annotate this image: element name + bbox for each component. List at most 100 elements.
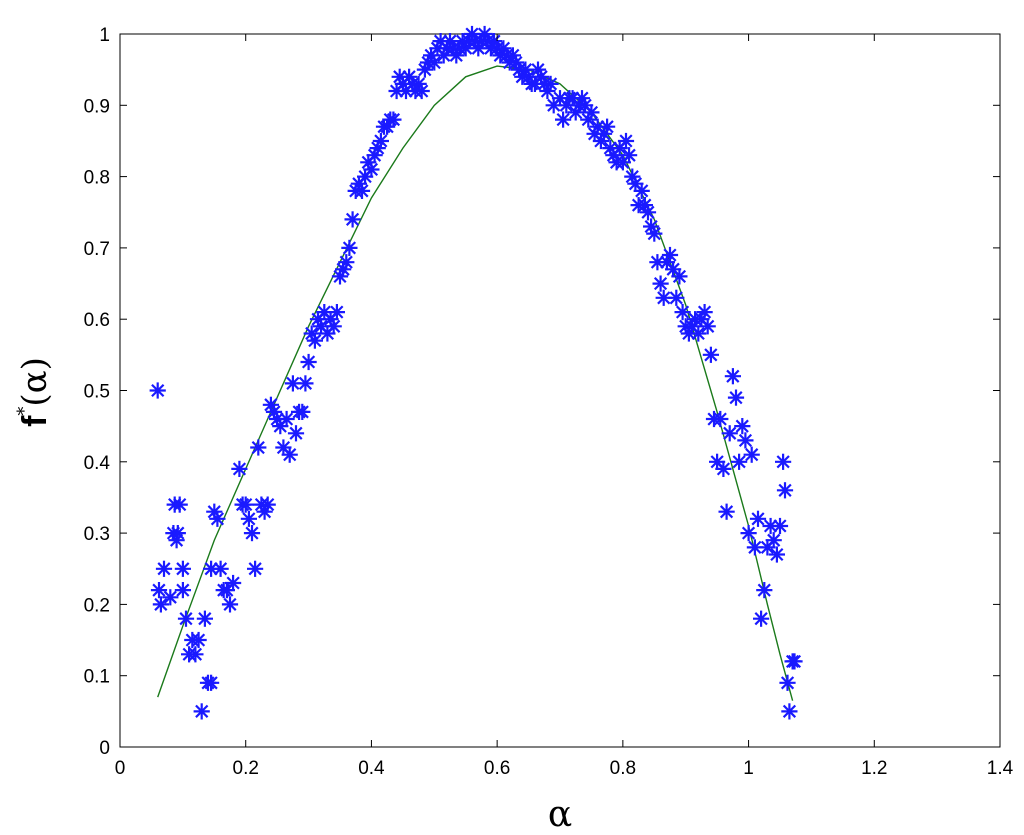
scatter-point [162, 589, 179, 606]
asterisk-stroke [644, 219, 658, 234]
y-tick-label: 0.2 [84, 595, 110, 616]
scatter-point [624, 168, 641, 185]
x-tick-label: 0.6 [484, 758, 510, 779]
asterisk-stroke [565, 91, 580, 105]
asterisk-stroke [578, 98, 592, 112]
asterisk-stroke [591, 120, 605, 134]
asterisk-stroke [433, 34, 448, 48]
asterisk-stroke [496, 41, 511, 55]
asterisk-stroke [339, 255, 353, 269]
asterisk-stroke [754, 612, 768, 626]
scatter-point [231, 460, 248, 477]
scatter-point [752, 610, 770, 627]
asterisk-stroke [477, 27, 492, 41]
asterisk-stroke [638, 198, 652, 212]
y-axis-label-sup: * [14, 407, 35, 416]
asterisk-stroke [314, 319, 328, 333]
scatter-point [661, 246, 679, 264]
asterisk-stroke [628, 177, 643, 191]
scatter-point [743, 446, 760, 463]
asterisk-stroke [207, 505, 221, 519]
scatter-point [718, 503, 735, 520]
asterisk-stroke [251, 440, 265, 455]
asterisk-stroke [666, 262, 680, 276]
asterisk-stroke [173, 497, 187, 512]
asterisk-stroke [751, 512, 765, 526]
asterisk-stroke [210, 512, 225, 526]
asterisk-stroke [603, 141, 617, 155]
asterisk-stroke [411, 77, 426, 91]
asterisk-stroke [543, 77, 558, 91]
scatter-point [690, 325, 707, 342]
scatter-point [250, 439, 267, 456]
scatter-point [221, 596, 239, 613]
asterisk-stroke [691, 326, 705, 341]
asterisk-stroke [531, 63, 545, 77]
asterisk-stroke [738, 433, 753, 448]
asterisk-stroke [641, 205, 655, 219]
scatter-point [149, 382, 166, 399]
scatter-point [639, 204, 657, 221]
scatter-point [542, 75, 559, 93]
scatter-point [325, 318, 342, 335]
scatter-point [737, 432, 754, 449]
asterisk-stroke [778, 483, 792, 497]
asterisk-stroke [264, 398, 278, 412]
scatter-point [353, 182, 371, 199]
scatter-point [174, 581, 191, 599]
asterisk-stroke [509, 55, 523, 70]
scatter-point [150, 581, 168, 599]
asterisk-stroke [748, 540, 762, 554]
asterisk-stroke [506, 48, 520, 62]
asterisk-stroke [223, 597, 237, 611]
scatter-point [413, 82, 430, 100]
asterisk-stroke [584, 105, 599, 120]
asterisk-stroke [283, 448, 297, 462]
asterisk-stroke [248, 562, 262, 576]
asterisk-stroke [286, 376, 300, 390]
asterisk-stroke [521, 70, 536, 84]
asterisk-stroke [289, 426, 303, 440]
scatter-point [771, 517, 789, 535]
axis-ticks [119, 33, 1001, 748]
asterisk-stroke [195, 704, 209, 718]
asterisk-stroke [301, 355, 316, 369]
scatter-point [155, 560, 173, 577]
asterisk-stroke [415, 84, 429, 98]
asterisk-stroke [619, 134, 633, 148]
plot-area [119, 33, 1001, 748]
asterisk-stroke [402, 70, 416, 84]
scatter-point [646, 225, 663, 242]
asterisk-stroke [767, 533, 781, 547]
asterisk-stroke [763, 519, 778, 533]
x-tick-label: 0.8 [610, 758, 636, 779]
asterisk-stroke [239, 497, 253, 512]
x-tick-label: 0.4 [358, 758, 385, 779]
asterisk-stroke [204, 676, 218, 690]
asterisk-stroke [657, 291, 671, 305]
asterisk-stroke [374, 134, 388, 148]
scatter-point [306, 332, 323, 349]
scatter-point [696, 304, 713, 321]
y-tick-label: 0.6 [84, 310, 110, 331]
scatter-point [765, 532, 782, 549]
scatter-point [426, 54, 443, 71]
scatter-point [328, 304, 345, 321]
asterisk-stroke [386, 112, 401, 127]
asterisk-stroke [176, 562, 190, 576]
fit-curve [157, 65, 794, 701]
asterisk-stroke [267, 405, 281, 419]
y-tick-label: 0.1 [84, 667, 110, 688]
asterisk-stroke [553, 91, 567, 105]
scatter-point [363, 161, 380, 178]
asterisk-stroke [518, 63, 533, 77]
x-axis-label: α [548, 794, 572, 835]
scatter-point [774, 453, 792, 470]
asterisk-stroke [188, 647, 203, 661]
asterisk-stroke [776, 455, 790, 469]
scatter-point [272, 418, 289, 435]
asterisk-stroke [152, 583, 166, 597]
asterisk-stroke [672, 269, 687, 284]
asterisk-stroke [345, 212, 360, 226]
y-tick-label: 0 [99, 738, 110, 759]
